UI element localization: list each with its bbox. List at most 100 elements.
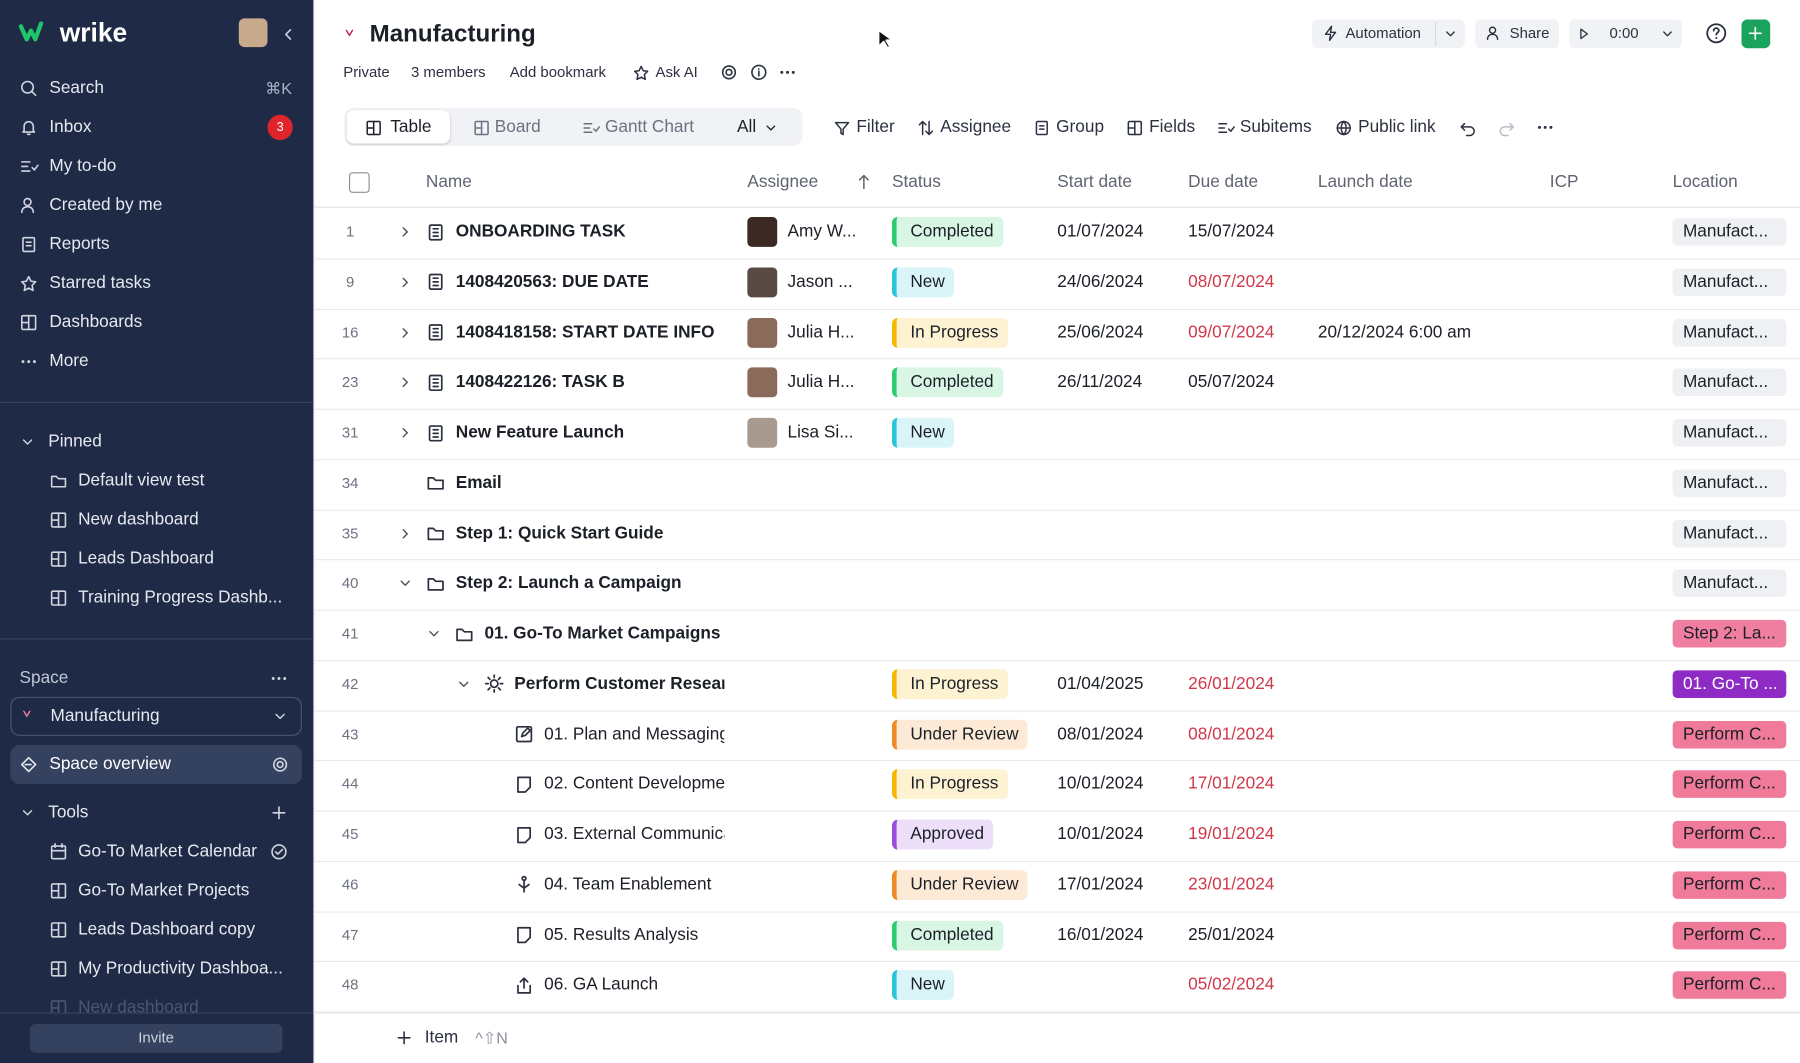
pinned-item[interactable]: Leads Dashboard — [78, 548, 215, 569]
location-chip[interactable]: Perform C... — [1672, 720, 1787, 748]
nav-item[interactable]: Search — [49, 78, 104, 98]
assignee: Julia H... — [787, 322, 855, 342]
location-chip[interactable]: Perform C... — [1672, 871, 1787, 899]
space-select[interactable] — [10, 696, 302, 736]
avatar[interactable] — [238, 18, 268, 48]
chev — [1446, 30, 1455, 36]
location-chip[interactable]: Manufact... — [1672, 318, 1787, 347]
location-chip[interactable]: Perform C... — [1672, 971, 1787, 1000]
row-number: 1 — [345, 222, 355, 240]
nav-item[interactable]: Inbox — [49, 117, 92, 137]
nav-item[interactable]: Created by me — [49, 195, 163, 215]
location-chip[interactable]: Manufact... — [1672, 519, 1787, 548]
column-header[interactable]: Due date — [1188, 172, 1259, 192]
task-name[interactable]: 1408418158: START DATE INFO — [455, 322, 715, 342]
location-chip[interactable]: Manufact... — [1672, 469, 1787, 497]
more — [271, 676, 287, 680]
task-name[interactable]: 02. Content Development — [544, 774, 725, 794]
column-header[interactable]: Launch date — [1317, 172, 1413, 192]
meta-link[interactable]: 3 members — [410, 63, 486, 81]
task-name[interactable]: Perform Customer Research — [514, 673, 724, 694]
location-chip[interactable]: Perform C... — [1672, 770, 1787, 799]
space-overview[interactable] — [10, 745, 302, 785]
column-header[interactable]: Assignee — [747, 172, 819, 192]
assignee: Jason ... — [787, 271, 853, 292]
view-tab[interactable]: Gantt Chart — [604, 117, 695, 137]
section-title[interactable]: Pinned — [48, 431, 102, 452]
pinned-item[interactable]: New dashboard — [78, 509, 199, 530]
nav-item[interactable]: More — [49, 351, 89, 371]
task-name[interactable]: 1408420563: DUE DATE — [455, 271, 649, 292]
column-header[interactable]: Name — [425, 172, 472, 192]
location-chip[interactable]: Perform C... — [1672, 921, 1787, 949]
toolbar-button[interactable]: Group — [1056, 117, 1105, 137]
location-chip[interactable]: Manufact... — [1672, 218, 1787, 246]
item-icon — [50, 475, 67, 488]
toolbar-button[interactable]: Filter — [856, 117, 895, 137]
location-chip[interactable]: Perform C... — [1672, 820, 1787, 849]
tool-item[interactable]: Leads Dashboard copy — [78, 919, 256, 940]
toolbar-button[interactable]: Subitems — [1239, 117, 1312, 137]
tool-item[interactable]: Go-To Market Calendar — [78, 841, 258, 861]
task-name[interactable]: 1408422126: TASK B — [455, 372, 625, 392]
start-date: 01/07/2024 — [1057, 221, 1144, 242]
nav-item[interactable]: Reports — [49, 234, 110, 254]
chev — [1663, 30, 1672, 36]
toolbar-button[interactable]: Assignee — [940, 117, 1012, 137]
header-button[interactable] — [1312, 19, 1465, 49]
add-item — [397, 1031, 411, 1045]
location: Manufact... — [1682, 322, 1769, 342]
header-button[interactable] — [1475, 19, 1559, 49]
task-name[interactable]: 06. GA Launch — [544, 974, 659, 995]
location: Manufact... — [1682, 271, 1769, 292]
select-all[interactable] — [348, 172, 370, 193]
caret — [22, 439, 33, 445]
invite-button[interactable]: Invite — [29, 1024, 283, 1053]
location-chip[interactable]: Manufact... — [1672, 368, 1787, 397]
meta-link[interactable]: Ask AI — [655, 63, 698, 81]
toolbar-button[interactable]: Fields — [1149, 117, 1196, 137]
task-name[interactable]: 04. Team Enablement — [544, 874, 712, 895]
view-tab[interactable]: Board — [494, 117, 541, 137]
add-item[interactable]: Item — [424, 1027, 459, 1047]
item-icon — [517, 776, 532, 793]
toolbar-button[interactable]: Public link — [1358, 117, 1436, 137]
task-name[interactable]: 01. Plan and Messaging — [544, 723, 725, 744]
section-title[interactable]: Tools — [48, 802, 89, 822]
row-line — [314, 509, 1800, 511]
pinned-item[interactable]: Training Progress Dashb... — [78, 587, 283, 608]
tool-item[interactable]: New dashboard — [78, 997, 199, 1018]
task-name[interactable]: Step 1: Quick Start Guide — [455, 522, 664, 543]
task-name[interactable]: 03. External Communications — [544, 824, 724, 844]
location-chip[interactable]: Manufact... — [1672, 419, 1787, 447]
location-chip[interactable]: Manufact... — [1672, 569, 1787, 598]
task-name[interactable]: Step 2: Launch a Campaign — [455, 573, 682, 593]
header-button[interactable] — [1569, 19, 1682, 49]
column-header[interactable]: Location — [1672, 172, 1738, 192]
column-header[interactable]: Start date — [1057, 172, 1132, 192]
task-name[interactable]: 05. Results Analysis — [544, 924, 699, 945]
column-header[interactable]: Status — [891, 172, 941, 192]
task-name[interactable]: ONBOARDING TASK — [455, 221, 626, 242]
meta-link[interactable]: Private — [343, 63, 390, 81]
nav-item[interactable]: Starred tasks — [49, 273, 151, 293]
check — [271, 844, 287, 860]
page-title: Manufacturing — [369, 20, 536, 48]
nav-item[interactable]: Dashboards — [49, 312, 143, 332]
task-name[interactable]: New Feature Launch — [455, 422, 625, 442]
task-name[interactable]: Email — [455, 472, 502, 493]
view-all[interactable]: All — [737, 117, 757, 137]
tool-item[interactable]: My Productivity Dashboa... — [78, 958, 283, 979]
view-tab[interactable]: Table — [390, 117, 432, 137]
column-header[interactable]: ICP — [1549, 172, 1579, 192]
location-chip[interactable]: Manufact... — [1672, 268, 1787, 296]
task-name[interactable]: 01. Go-To Market Campaigns — [484, 623, 721, 643]
location-chip[interactable]: 01. Go-To ... — [1672, 670, 1787, 698]
nav-item[interactable]: My to-do — [49, 156, 117, 176]
row-line — [314, 810, 1800, 812]
tool-item[interactable]: Go-To Market Projects — [78, 880, 250, 901]
location-chip[interactable]: Step 2: La... — [1672, 619, 1787, 648]
pinned-item[interactable]: Default view test — [78, 470, 205, 491]
meta-link[interactable]: Add bookmark — [509, 63, 606, 81]
nav-icon — [21, 275, 37, 292]
